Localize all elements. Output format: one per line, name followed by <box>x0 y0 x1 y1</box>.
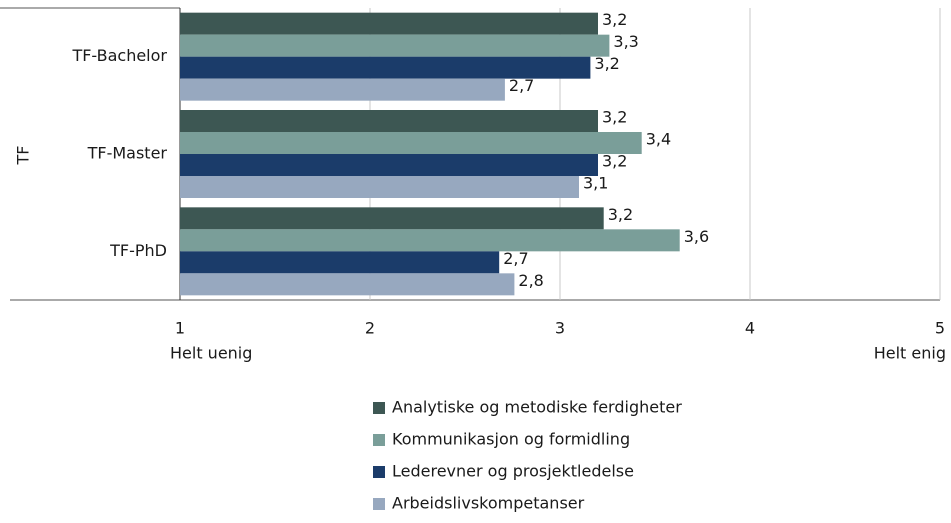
value-label: 2,8 <box>518 271 543 290</box>
value-label: 3,4 <box>646 130 671 149</box>
x-tick-label: 5 <box>935 319 945 338</box>
legend-label: Analytiske og metodiske ferdigheter <box>392 398 682 417</box>
bar <box>180 34 610 57</box>
bar <box>180 56 591 79</box>
y-tick-label: TF-PhD <box>109 241 167 260</box>
bar <box>180 176 579 198</box>
value-label: 3,1 <box>583 174 608 193</box>
value-label: 2,7 <box>503 249 528 268</box>
legend-swatch <box>373 498 385 510</box>
value-label: 2,7 <box>509 76 534 95</box>
x-anchor-label: Helt enig <box>874 344 946 363</box>
value-label: 3,2 <box>608 205 633 224</box>
y-tick-label: TF-Bachelor <box>71 46 167 65</box>
x-tick-label: 3 <box>555 319 565 338</box>
legend-swatch <box>373 402 385 414</box>
x-anchor-label: Helt uenig <box>170 344 252 363</box>
bar <box>180 251 500 274</box>
value-label: 3,2 <box>602 108 627 127</box>
bar <box>180 229 680 252</box>
x-tick-label: 2 <box>365 319 375 338</box>
y-tick-label: TF-Master <box>87 144 168 163</box>
bar <box>180 132 642 154</box>
x-tick-label: 4 <box>745 319 755 338</box>
legend-label: Kommunikasjon og formidling <box>392 430 630 449</box>
group-label: TF <box>14 146 33 166</box>
bar <box>180 110 598 132</box>
legend-swatch <box>373 466 385 478</box>
legend-label: Lederevner og prosjektledelse <box>392 462 634 481</box>
value-label: 3,6 <box>684 227 709 246</box>
value-label: 3,2 <box>594 54 619 73</box>
x-tick-label: 1 <box>175 319 185 338</box>
value-label: 3,3 <box>613 32 638 51</box>
value-label: 3,2 <box>602 10 627 29</box>
bar <box>180 12 598 35</box>
bar <box>180 207 604 230</box>
bar <box>180 154 598 176</box>
bar <box>180 273 515 296</box>
legend-swatch <box>373 434 385 446</box>
legend-label: Arbeidslivskompetanser <box>392 494 585 513</box>
value-label: 3,2 <box>602 152 627 171</box>
bar <box>180 78 505 101</box>
